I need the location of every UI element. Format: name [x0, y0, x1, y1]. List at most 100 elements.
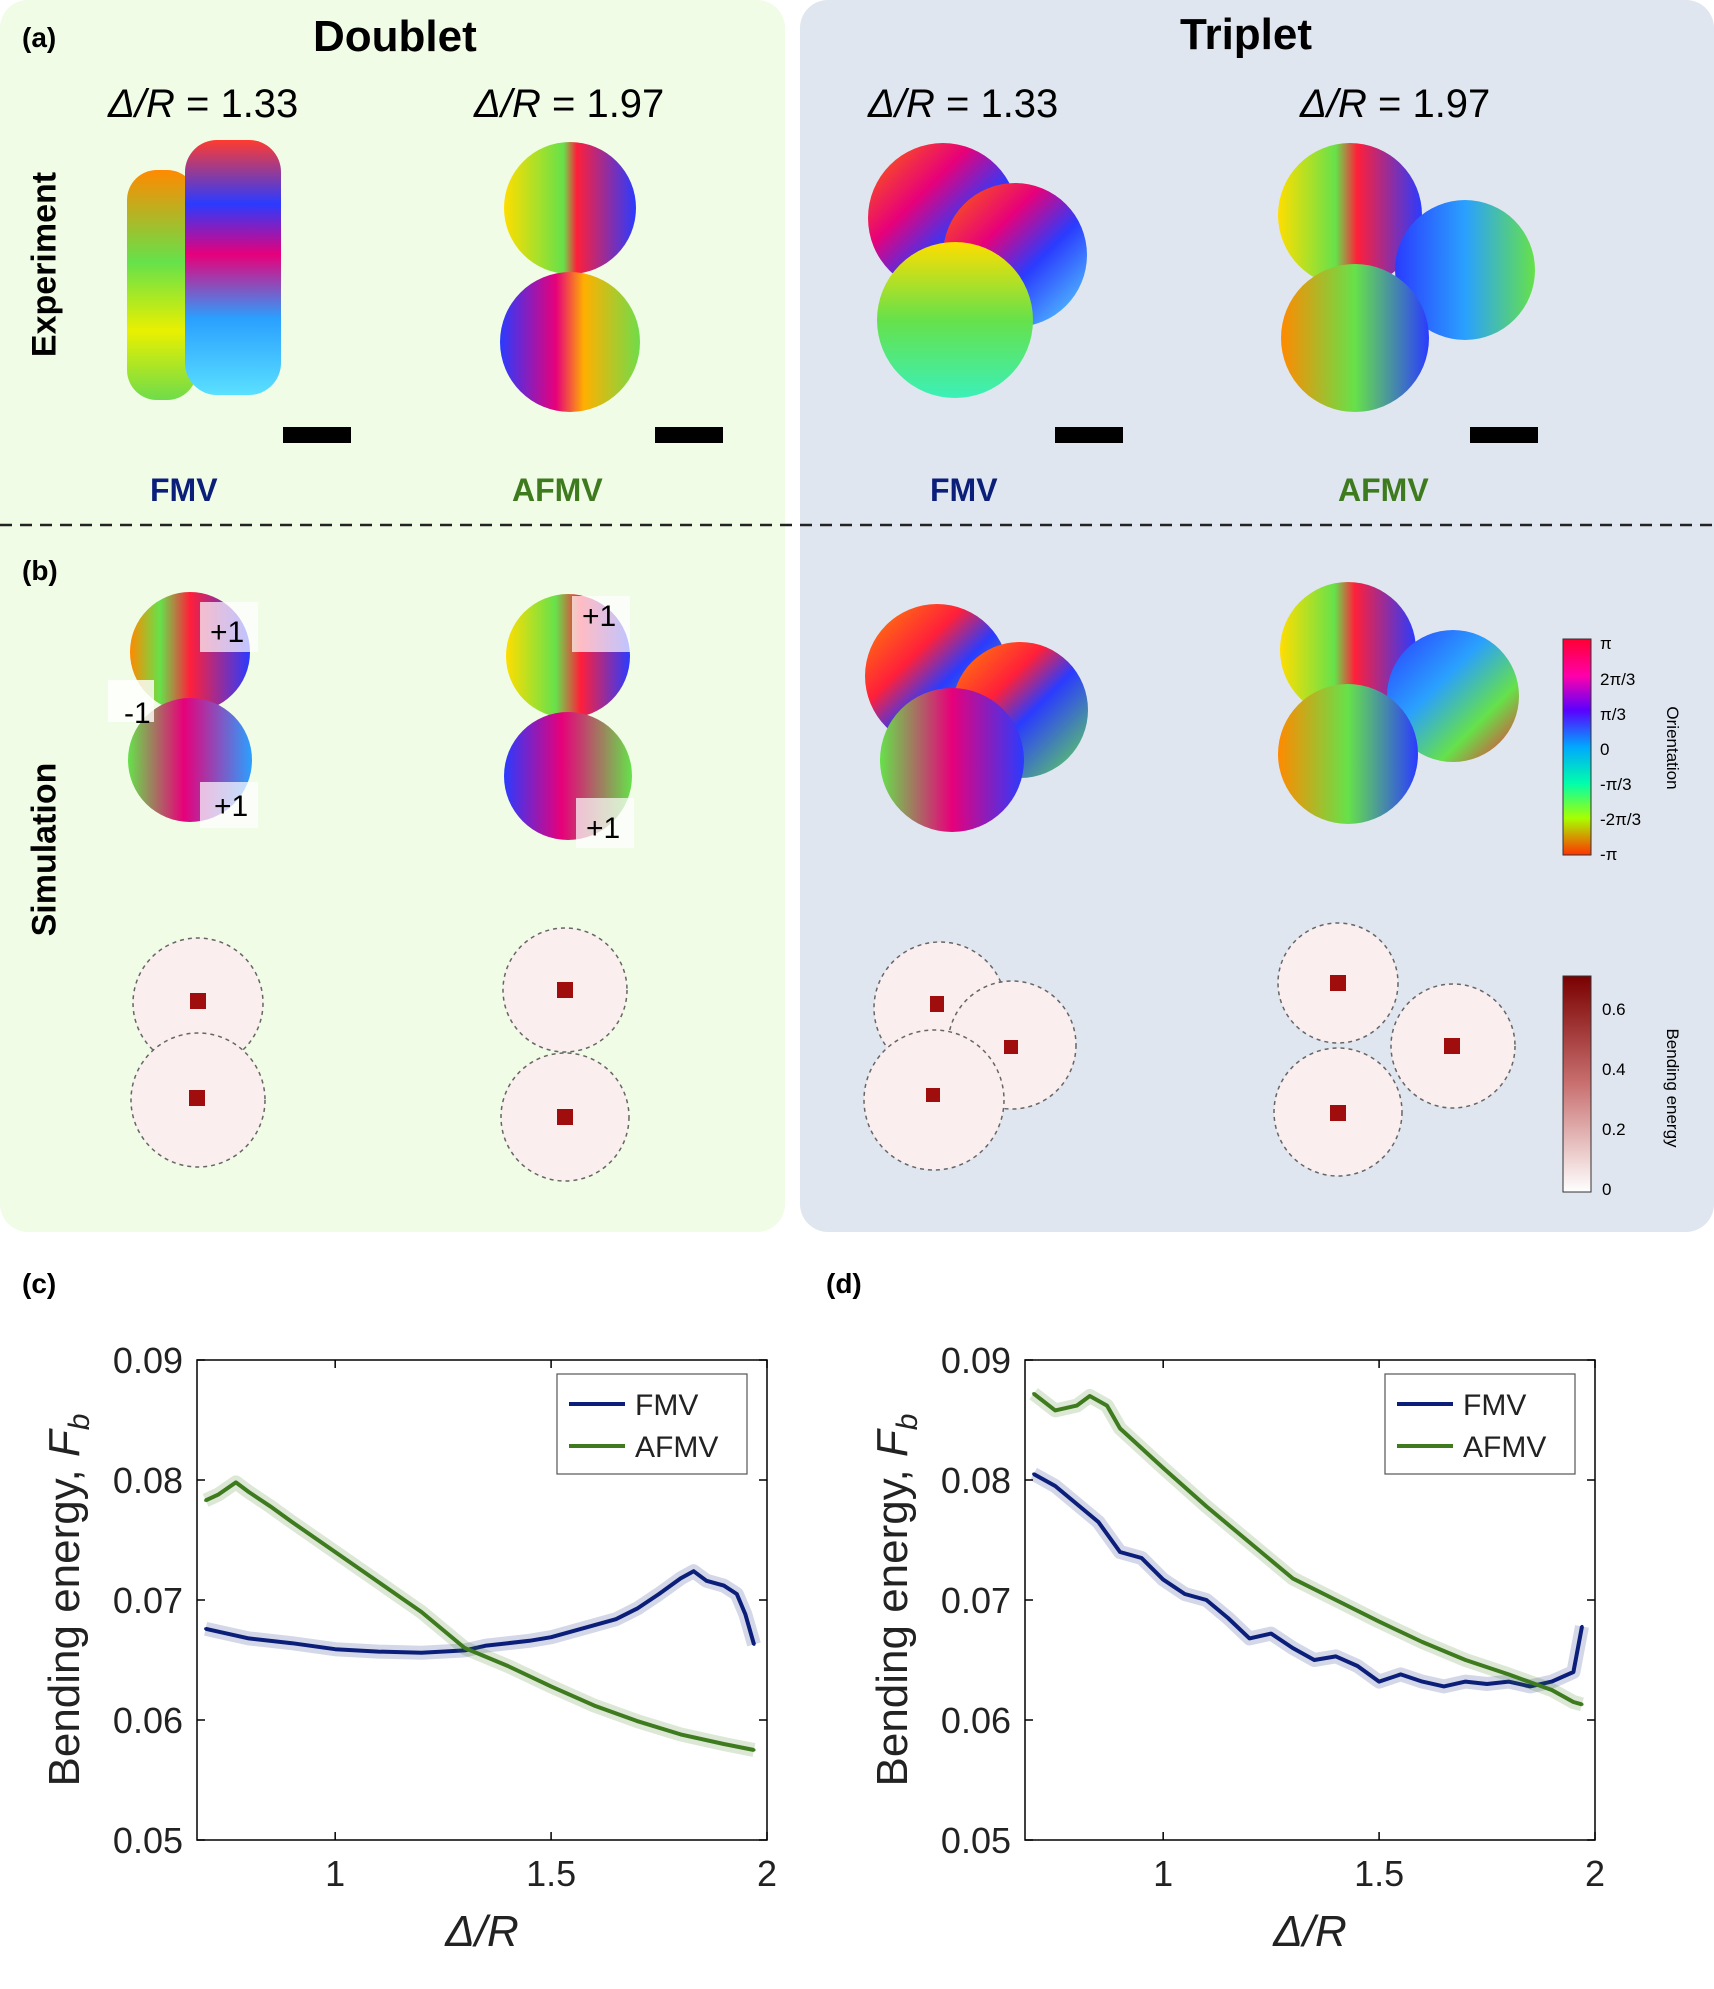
legend-box	[556, 1373, 748, 1475]
defect-charge-label: +1	[210, 616, 245, 649]
legend-label: FMV	[635, 1389, 698, 1422]
data-point	[1226, 1616, 1230, 1620]
row-label-simulation: Simulation	[25, 762, 64, 937]
data-point	[234, 1480, 238, 1484]
ratio-value: = 1.33	[945, 82, 1059, 126]
y-tick-label: 0.05	[113, 1820, 183, 1861]
row-label-experiment: Experiment	[25, 171, 64, 358]
data-point	[635, 1606, 639, 1610]
data-point	[1463, 1658, 1467, 1662]
data-point	[1161, 1466, 1165, 1470]
data-point	[528, 1639, 531, 1643]
x-tick-label: 2	[1585, 1853, 1605, 1894]
mode-label-afmv-triplet: AFMV	[1338, 472, 1429, 508]
x-tick-label: 1.5	[526, 1853, 576, 1894]
y-tick-label: 0.09	[113, 1340, 183, 1381]
simulation-doublet-afmv-bending-map	[500, 927, 630, 1182]
data-point	[290, 1641, 294, 1645]
data-point	[752, 1642, 756, 1646]
data-point	[1580, 1702, 1584, 1706]
data-point	[592, 1704, 596, 1708]
defect-charge-label: +1	[214, 790, 249, 823]
bending-energy-chart-triplet: 0.05 0.06 0.07 0.08 0.09 1 1.5 2 Δ/R Bending ener…	[868, 1340, 1605, 1956]
data-point	[1204, 1598, 1208, 1602]
panel-label-c: (c)	[22, 1268, 57, 1299]
ratio-symbol: Δ/R	[868, 82, 935, 126]
data-point	[1356, 1664, 1359, 1668]
y-tick-label: 0.06	[941, 1700, 1011, 1741]
data-point	[592, 1623, 596, 1627]
ratio-symbol: Δ/R	[108, 82, 175, 126]
data-point	[1183, 1592, 1187, 1596]
data-point	[1032, 1392, 1036, 1396]
scale-bar	[655, 427, 723, 443]
data-point	[1463, 1680, 1467, 1684]
ratio-value: = 1.97	[551, 82, 665, 126]
ratio-label-doublet-2: Δ/R = 1.97	[474, 82, 664, 127]
data-point	[679, 1576, 683, 1580]
data-point	[1580, 1624, 1584, 1628]
data-point	[1334, 1598, 1338, 1602]
data-point	[1291, 1646, 1295, 1650]
data-point	[1571, 1670, 1575, 1674]
data-point	[1118, 1426, 1122, 1430]
data-point	[1312, 1658, 1316, 1662]
data-point	[679, 1732, 683, 1736]
simulation-doublet-fmv-orientation-map	[108, 592, 258, 828]
bending-colorbar-title: Bending energy	[1663, 1028, 1682, 1148]
data-point	[1507, 1672, 1511, 1676]
data-point	[1485, 1682, 1489, 1686]
data-point	[333, 1550, 337, 1554]
mode-label-afmv-doublet: AFMV	[512, 472, 603, 508]
simulation-triplet-afmv-bending-map	[1273, 922, 1516, 1177]
data-point	[549, 1635, 553, 1639]
defect-charge-label: -1	[124, 697, 151, 730]
data-point	[735, 1592, 739, 1596]
data-point	[376, 1650, 380, 1654]
data-point	[1140, 1556, 1144, 1560]
orientation-colorbar-title: Orientation	[1663, 706, 1682, 790]
data-point	[484, 1644, 488, 1648]
data-point	[1075, 1502, 1079, 1506]
data-point	[333, 1647, 337, 1651]
data-point	[1399, 1672, 1403, 1676]
data-point	[1248, 1540, 1252, 1544]
y-tick-label: 0.08	[113, 1460, 183, 1501]
data-point	[1550, 1680, 1554, 1684]
data-point	[204, 1627, 208, 1631]
orientation-colorbar-tick: -π	[1600, 845, 1618, 864]
data-point	[1377, 1620, 1381, 1624]
data-point	[549, 1684, 553, 1688]
y-axis-label: Bending energy, Fb	[868, 1414, 924, 1787]
experiment-doublet-afmv-image	[500, 142, 640, 412]
data-point	[657, 1592, 661, 1596]
simulation-triplet-fmv-orientation-map	[865, 604, 1088, 832]
ratio-symbol: Δ/R	[474, 82, 541, 126]
bending-energy-colorbar	[1562, 975, 1592, 1193]
data-point	[1442, 1684, 1446, 1688]
experiment-triplet-fmv-image	[868, 143, 1087, 398]
y-tick-label: 0.08	[941, 1460, 1011, 1501]
data-point	[1088, 1394, 1092, 1398]
experiment-doublet-fmv-image	[127, 140, 281, 400]
defect-charge-label: +1	[586, 812, 621, 845]
y-tick-label: 0.05	[941, 1820, 1011, 1861]
data-point	[743, 1612, 747, 1616]
legend-label: AFMV	[635, 1431, 718, 1464]
orientation-colorbar-tick: 2π/3	[1600, 670, 1636, 689]
data-point	[614, 1617, 618, 1621]
y-tick-label: 0.06	[113, 1700, 183, 1741]
ratio-value: = 1.33	[185, 82, 299, 126]
y-tick-label: 0.09	[941, 1340, 1011, 1381]
data-point	[705, 1579, 709, 1583]
simulation-doublet-afmv-orientation-map	[504, 594, 634, 848]
data-point	[204, 1498, 208, 1502]
data-point	[217, 1492, 221, 1496]
mode-label-fmv-doublet: FMV	[150, 472, 218, 508]
data-point	[1550, 1688, 1554, 1692]
data-point	[376, 1580, 380, 1584]
section-divider	[0, 523, 1714, 527]
bending-colorbar-tick: 0	[1602, 1180, 1612, 1199]
panel-label-d: (d)	[826, 1268, 862, 1299]
orientation-colorbar	[1562, 638, 1592, 856]
